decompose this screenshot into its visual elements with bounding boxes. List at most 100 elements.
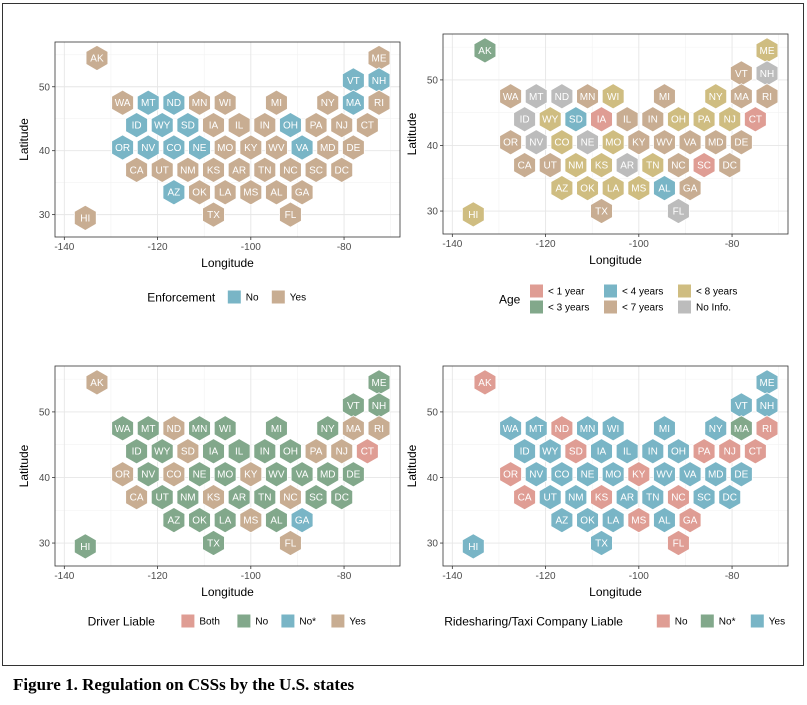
- y-tick-label: 50: [39, 82, 51, 93]
- state-hex-ct: [744, 438, 767, 465]
- legend-title: Age: [499, 293, 521, 307]
- state-label-wa: WA: [115, 98, 131, 109]
- x-tick-label: -80: [725, 239, 740, 250]
- state-hex-hi: [73, 533, 97, 560]
- state-hex-sc: [304, 484, 328, 511]
- state-hex-nd: [550, 415, 574, 442]
- legend-key-yes: [331, 614, 345, 628]
- legend: Age < 1 year < 3 years < 4 years < 7 years < …: [499, 284, 737, 314]
- state-label-or: OR: [503, 138, 518, 149]
- state-label-mi: MI: [659, 92, 670, 103]
- state-hex-va: [290, 461, 314, 488]
- state-label-ky: KY: [632, 470, 646, 481]
- state-label-dc: DC: [722, 493, 736, 504]
- state-hex-ma: [342, 89, 365, 116]
- state-label-nd: ND: [555, 92, 569, 103]
- figure-svg: -140 -120 -100 -80 30 40 50 AK ME VT NH WA MT ND MN WI M…: [17, 33, 789, 629]
- state-hex-ny: [704, 415, 728, 442]
- legend-key-nostar: [281, 614, 295, 628]
- state-hex-la: [601, 175, 625, 202]
- state-hex-de: [342, 134, 365, 161]
- state-label-ri: RI: [762, 92, 772, 103]
- x-tick-label: -100: [241, 571, 261, 582]
- state-hex-tn: [253, 484, 277, 511]
- x-tick-label: -120: [536, 239, 556, 250]
- state-hex-az: [550, 175, 574, 202]
- state-hex-nv: [524, 129, 548, 156]
- state-label-ma: MA: [734, 92, 749, 103]
- state-label-pa: PA: [698, 115, 711, 126]
- state-hex-fl: [667, 197, 690, 225]
- state-label-in: IN: [648, 447, 658, 458]
- state-hex-id: [513, 438, 536, 465]
- state-label-wv: WV: [656, 470, 672, 481]
- state-label-oh: OH: [671, 115, 686, 126]
- state-label-tn: TN: [646, 161, 659, 172]
- state-hex-ks: [590, 152, 613, 179]
- legend-label-yes: Yes: [290, 293, 306, 304]
- state-hex-mo: [601, 129, 625, 156]
- legend-key-no: [227, 290, 241, 304]
- x-tick-label: -140: [54, 571, 74, 582]
- state-label-il: IL: [623, 447, 632, 458]
- state-hex-ms: [239, 507, 263, 534]
- state-hex-dc: [330, 156, 354, 183]
- state-hex-ny: [704, 83, 728, 110]
- state-label-fl: FL: [285, 539, 297, 550]
- state-label-ak: AK: [478, 378, 492, 389]
- state-label-ak: AK: [90, 378, 104, 389]
- state-hex-co: [162, 134, 186, 161]
- state-label-ca: CA: [130, 165, 144, 176]
- state-label-la: LA: [219, 188, 232, 199]
- state-hex-ks: [202, 156, 225, 183]
- state-hex-in: [641, 106, 665, 133]
- state-label-pa: PA: [698, 447, 711, 458]
- state-label-dc: DC: [334, 165, 348, 176]
- state-hex-co: [162, 461, 186, 488]
- state-hex-sd: [176, 438, 200, 465]
- legend: Driver Liable Both No No* Yes: [88, 614, 366, 629]
- state-label-in: IN: [260, 121, 270, 132]
- state-label-sd: SD: [569, 447, 583, 458]
- y-tick-label: 50: [39, 407, 51, 418]
- state-label-mt: MT: [141, 98, 155, 109]
- state-hex-ma: [730, 83, 753, 110]
- state-label-ny: NY: [709, 424, 723, 435]
- figure-frame: -140 -120 -100 -80 30 40 50 AK ME VT NH WA MT ND MN WI M…: [2, 3, 804, 666]
- state-label-ky: KY: [244, 470, 258, 481]
- x-tick-label: -100: [629, 571, 649, 582]
- state-hex-wa: [111, 415, 134, 442]
- state-label-ar: AR: [232, 493, 246, 504]
- state-hex-wv: [653, 129, 676, 156]
- legend-key-lt-7-years: [604, 300, 617, 314]
- state-hex-ct: [356, 438, 379, 465]
- state-label-ia: IA: [597, 115, 607, 126]
- state-hex-la: [601, 507, 625, 534]
- state-hex-nm: [176, 484, 200, 511]
- state-label-mn: MN: [192, 98, 208, 109]
- state-label-ga: GA: [295, 188, 310, 199]
- state-hex-md: [704, 129, 728, 156]
- legend-label-nostar: No*: [299, 617, 316, 628]
- x-axis-title: Longitude: [201, 256, 254, 270]
- state-label-ny: NY: [709, 92, 723, 103]
- state-hex-co: [550, 461, 574, 488]
- state-label-co: CO: [166, 470, 181, 481]
- legend-key-both: [181, 614, 195, 628]
- state-hex-mn: [576, 83, 599, 110]
- state-label-wi: WI: [607, 92, 619, 103]
- state-hex-wy: [150, 438, 174, 465]
- state-hex-sc: [692, 152, 716, 179]
- state-hex-mt: [524, 83, 548, 110]
- state-hex-sc: [304, 156, 328, 183]
- state-label-ky: KY: [632, 138, 646, 149]
- state-label-tx: TX: [595, 207, 608, 218]
- state-hex-ak: [85, 369, 109, 396]
- state-label-al: AL: [658, 184, 671, 195]
- state-hex-de: [342, 461, 365, 488]
- state-hex-or: [111, 461, 134, 488]
- state-label-nm: NM: [180, 165, 196, 176]
- state-label-mn: MN: [192, 424, 208, 435]
- x-axis-title: Longitude: [589, 253, 642, 267]
- state-hex-ut: [538, 484, 562, 511]
